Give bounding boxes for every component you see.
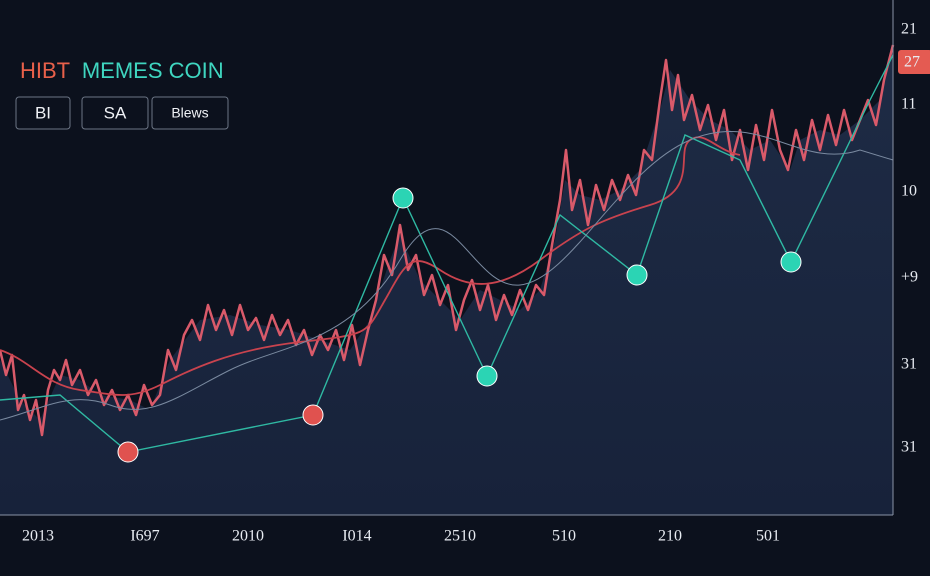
x-axis-label: 210 [658, 528, 682, 545]
y-axis-label: 31 [901, 356, 917, 373]
sell-marker [117, 441, 139, 463]
price-area [0, 50, 893, 515]
button-label[interactable]: Blews [171, 105, 208, 121]
x-axis-label: I697 [130, 528, 159, 545]
markers [117, 187, 802, 463]
moving-average [0, 136, 741, 396]
buy-marker [392, 187, 414, 209]
button-frame[interactable] [81, 96, 149, 130]
candles [0, 44, 895, 437]
x-axis-label: 501 [756, 528, 780, 545]
app-title: HIBT MEMES COIN [20, 58, 224, 83]
buy-marker [476, 365, 498, 387]
y-axis-label: 11 [901, 96, 916, 113]
button-label[interactable]: BI [35, 103, 51, 122]
buy-marker [780, 251, 802, 273]
title-rest: MEMES COIN [82, 58, 224, 83]
y-axis-label: +9 [901, 269, 918, 286]
price-badge [898, 50, 930, 74]
x-axis-label: 2013 [22, 528, 54, 545]
sell-marker [302, 404, 324, 426]
button-frame[interactable] [15, 96, 71, 130]
title-prefix: HIBT [20, 58, 70, 83]
y-axis-label: 21 [901, 21, 917, 38]
y-axis-label: 10 [901, 183, 917, 200]
button-label[interactable]: SA [104, 103, 127, 122]
y-axis-labels: 21 11 10 +9 31 31 [901, 21, 918, 456]
toolbar: BI SA Blews [15, 96, 229, 130]
x-axis-label: 2010 [232, 528, 264, 545]
x-axis-label: I014 [342, 528, 371, 545]
button-frame[interactable] [151, 96, 229, 130]
price-badge-text: 27 [904, 54, 920, 71]
buy-marker [626, 264, 648, 286]
x-axis-label: 510 [552, 528, 576, 545]
x-axis-labels: 2013 I697 2010 I014 2510 510 210 501 [22, 528, 780, 545]
trend-line [0, 130, 894, 421]
x-axis-label: 2510 [444, 528, 476, 545]
y-axis-label: 31 [901, 439, 917, 456]
